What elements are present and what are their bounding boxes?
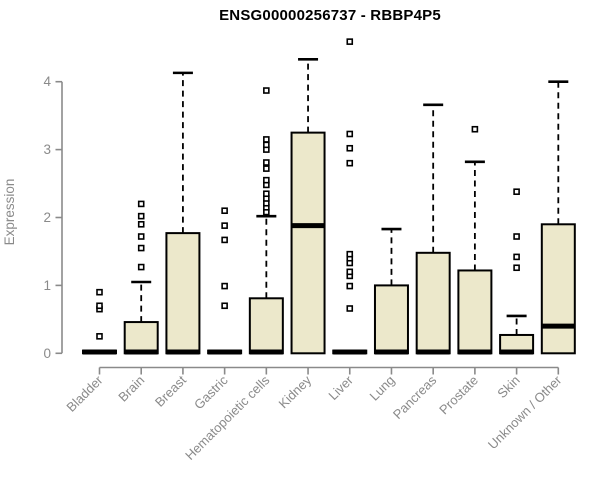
outlier-point bbox=[96, 333, 103, 340]
outlier-point bbox=[221, 222, 228, 229]
outlier-point bbox=[137, 233, 145, 240]
box bbox=[457, 269, 493, 355]
box-group-unknown-other bbox=[540, 80, 576, 355]
x-tick-label-unknown-other: Unknown / Other bbox=[485, 372, 565, 452]
outlier-point bbox=[346, 250, 354, 258]
box bbox=[248, 297, 284, 355]
x-tick-label-brain: Brain bbox=[115, 373, 147, 405]
x-tick-label-liver: Liver bbox=[325, 372, 356, 403]
outlier-point bbox=[346, 130, 354, 138]
outlier-point bbox=[346, 268, 354, 276]
x-tick-label-pancreas: Pancreas bbox=[390, 372, 440, 422]
outlier-point bbox=[263, 141, 270, 149]
x-tick-label-bladder: Bladder bbox=[63, 372, 106, 415]
y-tick-label: 3 bbox=[43, 142, 51, 157]
outlier-point bbox=[346, 144, 354, 152]
outlier-point bbox=[471, 125, 479, 133]
box-group-breast bbox=[165, 71, 201, 355]
box-group-bladder bbox=[82, 288, 117, 355]
x-tick-label-breast: Breast bbox=[152, 372, 189, 409]
outlier-point bbox=[346, 159, 354, 167]
outlier-point bbox=[346, 282, 354, 290]
box bbox=[373, 284, 409, 355]
x-tick-label-gastric: Gastric bbox=[191, 372, 231, 412]
outlier-point bbox=[137, 212, 145, 220]
outlier-point bbox=[263, 136, 270, 143]
outlier-point bbox=[221, 282, 228, 290]
box-group-liver bbox=[332, 38, 368, 355]
outlier-point bbox=[137, 263, 145, 271]
box-group-pancreas bbox=[415, 103, 451, 355]
y-axis-title: Expression bbox=[2, 179, 17, 246]
box-group-prostate bbox=[457, 125, 493, 355]
box-group-kidney bbox=[290, 57, 326, 355]
x-tick-label-kidney: Kidney bbox=[275, 372, 314, 411]
outlier-point bbox=[513, 264, 520, 272]
outlier-point bbox=[263, 176, 270, 184]
outlier-point bbox=[263, 190, 270, 198]
box bbox=[123, 321, 159, 355]
box-group-hematopoietic-cells bbox=[248, 87, 284, 355]
outlier-point bbox=[513, 188, 520, 195]
outlier-point bbox=[221, 236, 228, 244]
outlier-point bbox=[346, 305, 354, 312]
outlier-point bbox=[221, 302, 228, 310]
outlier-point bbox=[263, 159, 270, 166]
x-tick-label-lung: Lung bbox=[367, 373, 398, 404]
outlier-point bbox=[513, 253, 520, 261]
y-tick-label: 0 bbox=[43, 346, 51, 361]
y-tick-label: 4 bbox=[43, 74, 51, 89]
box bbox=[165, 232, 201, 355]
outlier-point bbox=[137, 220, 145, 228]
outlier-point bbox=[263, 87, 270, 94]
box-group-brain bbox=[123, 200, 159, 355]
outlier-point bbox=[263, 165, 270, 172]
outlier-point bbox=[96, 288, 103, 296]
x-tick-label-prostate: Prostate bbox=[436, 373, 481, 418]
box bbox=[415, 251, 451, 355]
box bbox=[290, 131, 326, 355]
box-group-lung bbox=[373, 227, 409, 355]
outlier-point bbox=[513, 233, 520, 240]
x-tick-label-skin: Skin bbox=[494, 373, 522, 401]
outlier-point bbox=[137, 200, 145, 208]
chart-title: ENSG00000256737 - RBBP4P5 bbox=[219, 7, 441, 24]
outlier-point bbox=[221, 207, 228, 215]
box bbox=[540, 223, 576, 355]
y-tick-label: 1 bbox=[43, 278, 51, 293]
outlier-point bbox=[96, 302, 103, 310]
outlier-point bbox=[346, 38, 354, 45]
box-group-skin bbox=[499, 188, 535, 355]
outlier-point bbox=[137, 244, 145, 252]
y-tick-label: 2 bbox=[43, 210, 51, 225]
box-group-gastric bbox=[207, 207, 243, 355]
